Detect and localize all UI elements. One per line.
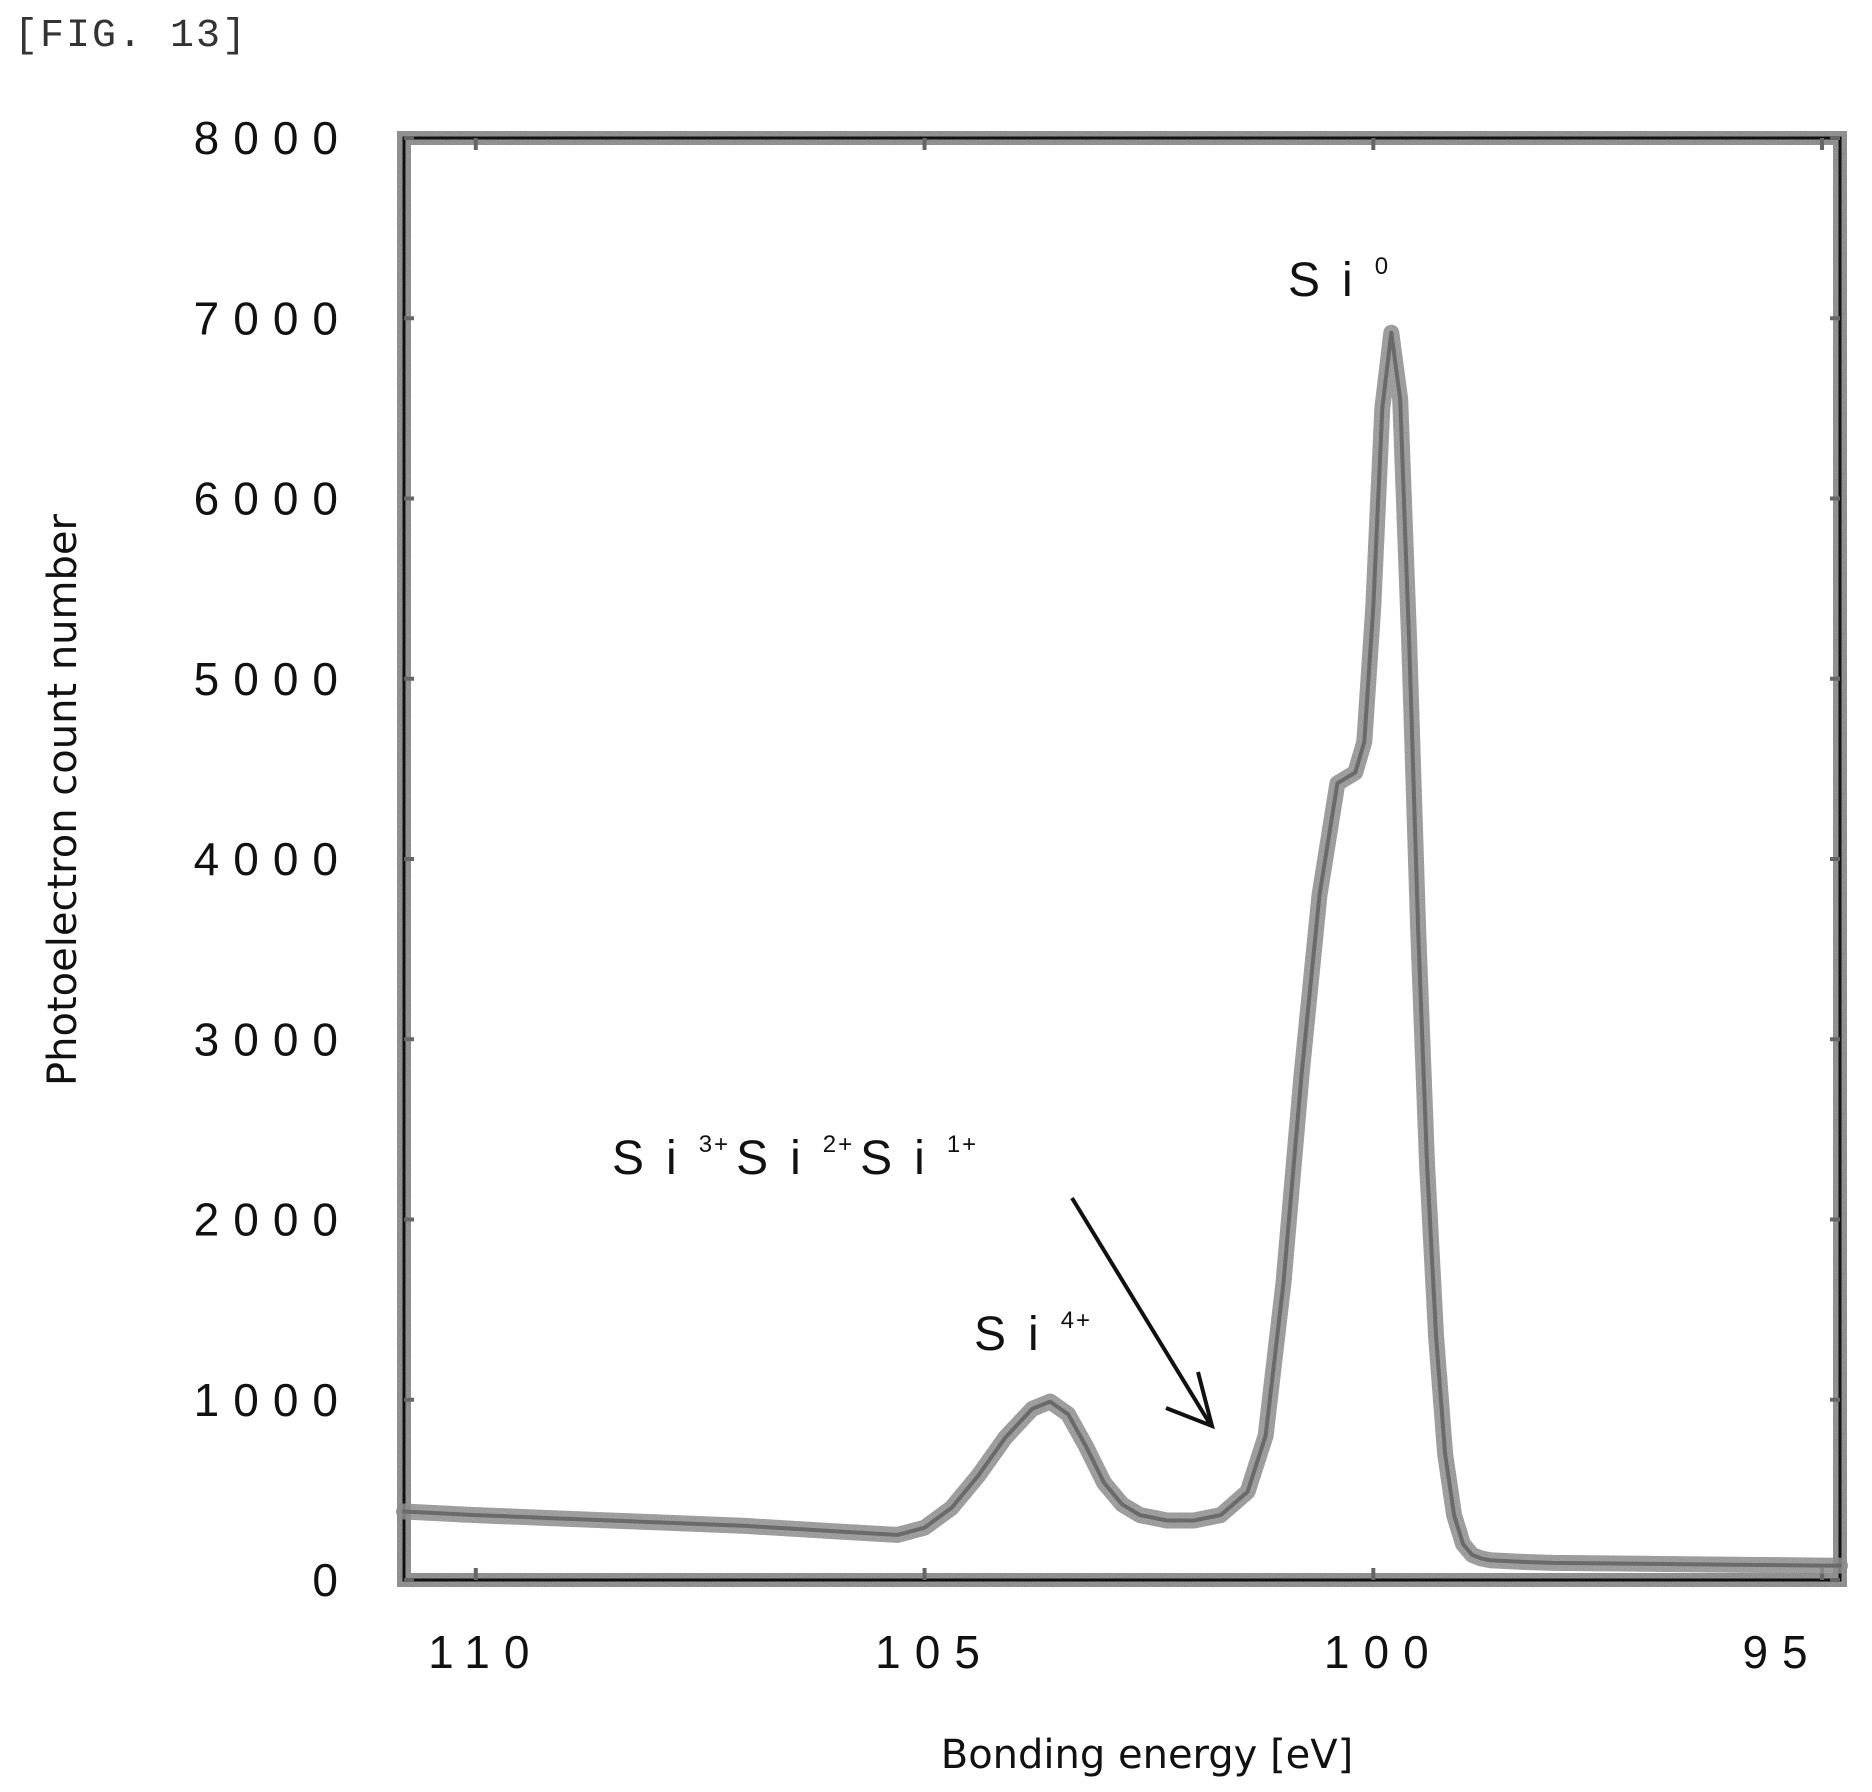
y-axis-ticks: 0 1000 2000 3000 4000 5000 6000 7000 8000 xyxy=(194,112,1840,1606)
y-tick-label: 7000 xyxy=(194,292,352,344)
spectrum-line xyxy=(402,330,1842,1568)
annotation-si0: Si0 xyxy=(1288,253,1390,307)
plot-area-inner-border xyxy=(402,136,1842,1582)
y-axis-title: Photoelectron count number xyxy=(40,514,86,1086)
y-tick-label: 0 xyxy=(312,1554,352,1606)
y-tick-label: 5000 xyxy=(194,653,352,705)
y-tick-label: 6000 xyxy=(194,473,352,525)
figure-label: [FIG. 13] xyxy=(14,14,249,59)
x-tick-label: 95 xyxy=(1742,1626,1821,1678)
series-layer xyxy=(396,324,1848,1574)
plot-area-frame xyxy=(397,131,1847,1587)
y-tick-label: 2000 xyxy=(194,1194,352,1246)
annotation-si4plus: Si4+ xyxy=(974,1307,1092,1361)
spectrum-line-halo xyxy=(396,324,1848,1574)
y-tick-label: 4000 xyxy=(194,833,352,885)
x-axis-title: Bonding energy [eV] xyxy=(941,1732,1354,1778)
x-axis-ticks: 110 105 100 95 xyxy=(428,138,1825,1678)
x-tick-label: 105 xyxy=(875,1626,994,1678)
annotation-arrow xyxy=(1070,1196,1215,1430)
x-tick-label: 110 xyxy=(428,1626,543,1678)
y-tick-label: 3000 xyxy=(194,1013,352,1065)
annotation-si-suboxides: Si3+ Si2+ Si1+ xyxy=(612,1131,978,1185)
x-tick-label: 100 xyxy=(1324,1626,1443,1678)
y-tick-label: 8000 xyxy=(194,112,352,164)
y-tick-label: 1000 xyxy=(194,1374,352,1426)
